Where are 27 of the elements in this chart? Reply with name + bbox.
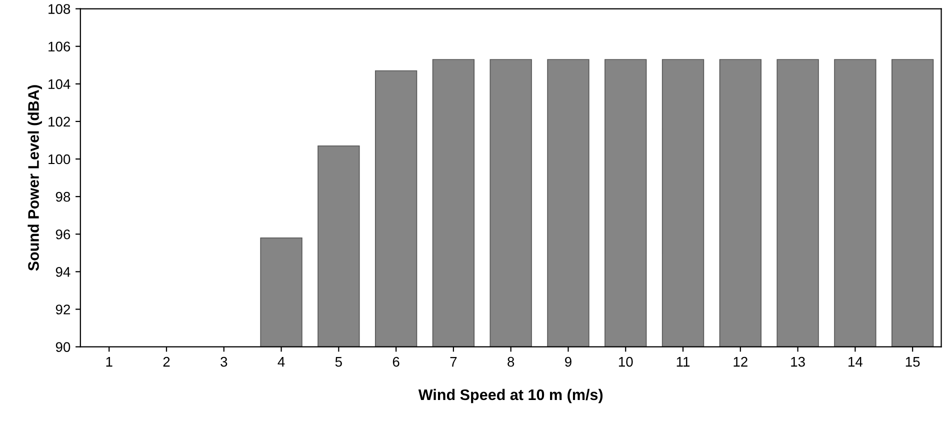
y-tick-label: 104 — [48, 79, 70, 90]
x-tick-label: 8 — [508, 356, 514, 367]
x-tick-label: 7 — [450, 357, 457, 367]
y-tick-label: 100 — [48, 154, 70, 164]
y-tick-label: 102 — [48, 116, 70, 127]
x-tick-label: 9 — [565, 356, 572, 367]
x-tick-label: 15 — [906, 357, 920, 367]
x-tick-label: 1 — [106, 357, 112, 367]
x-tick-label: 14 — [848, 357, 863, 367]
y-tick-label: 98 — [56, 192, 70, 202]
x-axis-title: Wind Speed at 10 m (m/s) — [418, 388, 603, 404]
x-tick-label: 3 — [220, 356, 228, 367]
x-tick-label: 6 — [392, 356, 400, 367]
x-tick-label: 2 — [163, 356, 170, 367]
x-tick-label: 11 — [676, 357, 690, 367]
y-tick-label: 96 — [56, 229, 70, 240]
x-tick-label: 5 — [335, 357, 342, 367]
y-tick-label: 94 — [56, 267, 70, 277]
y-tick-label: 92 — [56, 304, 70, 314]
x-tick-label: 13 — [791, 356, 805, 367]
y-tick-label: 106 — [48, 42, 70, 52]
y-tick-label: 108 — [48, 4, 70, 14]
x-tick-label: 12 — [734, 356, 748, 367]
y-tick-label: 90 — [56, 342, 70, 352]
x-tick-label: 4 — [278, 357, 285, 367]
x-tick-label: 10 — [618, 356, 633, 367]
y-axis-title: Sound Power Level (dBA) — [28, 85, 42, 271]
